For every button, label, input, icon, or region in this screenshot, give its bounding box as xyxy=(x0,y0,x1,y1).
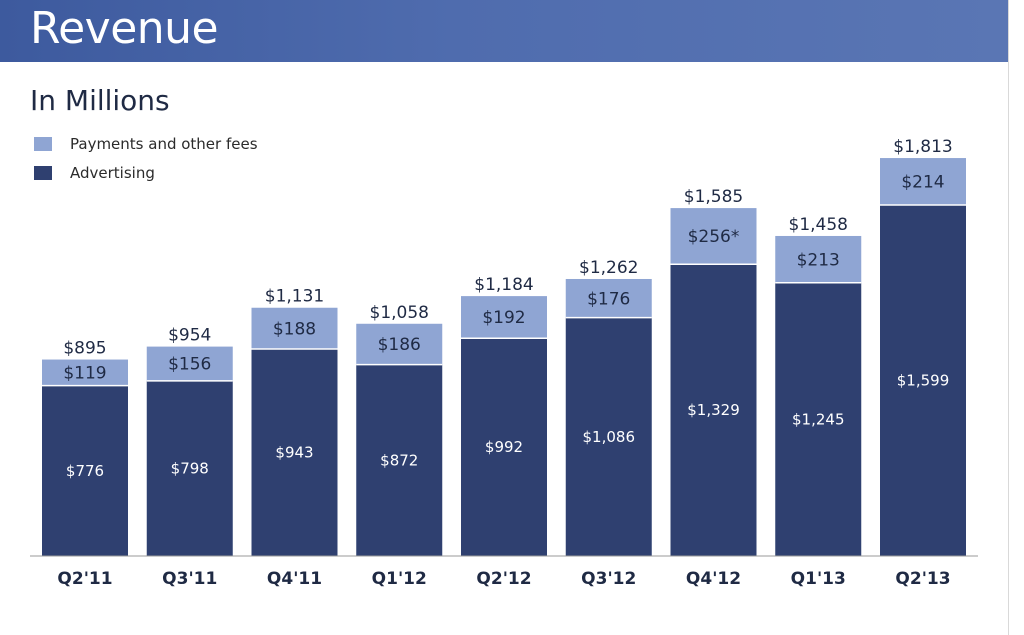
bar-advertising xyxy=(251,349,338,556)
bar-advertising xyxy=(565,317,652,556)
bar-payments xyxy=(461,296,547,339)
bar-advertising xyxy=(356,364,443,556)
bar-payments xyxy=(880,158,966,206)
data-label-total: $1,058 xyxy=(370,303,429,323)
data-label-advertising: $872 xyxy=(380,451,418,469)
data-label-payments: $156 xyxy=(168,355,211,375)
bar-payments xyxy=(670,208,757,265)
x-axis-tick-label: Q3'12 xyxy=(581,569,636,589)
bar-payments xyxy=(356,323,443,365)
data-label-advertising: $992 xyxy=(485,438,523,456)
bar-payments xyxy=(42,359,128,386)
bar-payments xyxy=(565,278,652,318)
data-label-total: $1,813 xyxy=(893,137,952,157)
x-axis-tick-label: Q2'12 xyxy=(476,569,531,589)
x-axis-tick-label: Q2'11 xyxy=(57,569,112,589)
data-label-payments: $256* xyxy=(688,227,740,247)
data-label-total: $1,262 xyxy=(579,258,638,278)
data-label-total: $1,585 xyxy=(684,187,743,207)
data-label-advertising: $776 xyxy=(66,462,104,480)
x-axis-tick-label: Q4'11 xyxy=(267,569,322,589)
bar-advertising xyxy=(146,380,233,556)
x-axis-tick-label: Q1'13 xyxy=(791,569,846,589)
data-label-payments: $214 xyxy=(901,173,944,193)
legend-swatch-payments xyxy=(34,137,52,151)
x-axis-tick-label: Q4'12 xyxy=(686,569,741,589)
bar-advertising xyxy=(42,385,128,556)
slide-edge xyxy=(1008,0,1024,635)
data-label-advertising: $798 xyxy=(171,459,209,477)
bar-advertising xyxy=(670,264,757,556)
data-label-payments: $176 xyxy=(587,289,630,309)
x-axis-tick-label: Q1'12 xyxy=(372,569,427,589)
data-label-total: $1,184 xyxy=(474,275,533,295)
bar-group: $776 $119 $895 $798 $156 $954 $943 $188 $1,131 $8… xyxy=(42,137,966,556)
data-label-payments: $119 xyxy=(63,364,106,384)
data-label-payments: $186 xyxy=(378,335,421,355)
chart-legend: Payments and other fees Advertising xyxy=(34,135,258,182)
data-label-advertising: $1,245 xyxy=(792,410,845,428)
data-label-advertising: $1,599 xyxy=(897,372,950,390)
data-label-payments: $188 xyxy=(273,319,316,339)
bar-payments xyxy=(775,235,862,283)
legend-label-payments: Payments and other fees xyxy=(70,135,258,153)
data-label-total: $895 xyxy=(63,339,106,359)
x-axis-tick-label: Q2'13 xyxy=(895,569,950,589)
bar-payments xyxy=(251,307,338,350)
x-axis-tick-label: Q3'11 xyxy=(162,569,217,589)
bar-payments xyxy=(146,346,233,381)
chart-subtitle: In Millions xyxy=(30,84,170,117)
bar-advertising xyxy=(461,338,547,556)
data-label-payments: $213 xyxy=(797,250,840,270)
data-label-advertising: $1,086 xyxy=(583,428,636,446)
data-label-advertising: $1,329 xyxy=(687,401,740,419)
header-banner xyxy=(0,0,1008,62)
data-label-advertising: $943 xyxy=(275,444,313,462)
x-axis-labels: Q2'11 Q3'11 Q4'11 Q1'12 Q2'12 Q3'12 Q4'12 Q1'13… xyxy=(57,569,950,589)
legend-swatch-advertising xyxy=(34,166,52,180)
bar-advertising xyxy=(775,282,862,556)
data-label-total: $1,131 xyxy=(265,287,324,307)
legend-label-advertising: Advertising xyxy=(70,164,155,182)
bar-advertising xyxy=(880,205,966,556)
data-label-total: $954 xyxy=(168,326,211,346)
data-label-total: $1,458 xyxy=(789,215,848,235)
data-label-payments: $192 xyxy=(482,308,525,328)
slide-title: Revenue xyxy=(30,3,219,54)
